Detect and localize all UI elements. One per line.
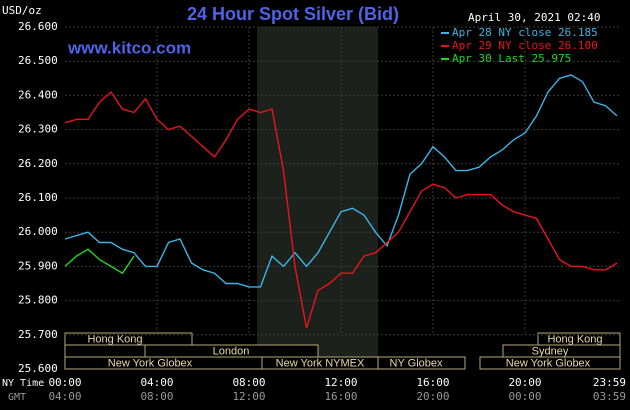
y-tick-label: 25.600 <box>18 362 58 375</box>
y-tick-label: 25.800 <box>18 294 58 307</box>
session-label: Hong Kong <box>87 333 142 345</box>
x-tick-label: 04:00 <box>140 376 173 389</box>
y-tick-label: 25.700 <box>18 328 58 341</box>
gmt-tick-label: 03:59 <box>593 390 626 403</box>
session-label: New York NYMEX <box>276 357 365 369</box>
y-tick-label: 26.000 <box>18 225 58 238</box>
session-label: Hong Kong <box>547 333 602 345</box>
gmt-tick-label: 08:00 <box>140 390 173 403</box>
y-tick-label: 26.600 <box>18 20 58 33</box>
market-sessions: Hong Kong London New York Globex New Yor… <box>64 332 621 370</box>
y-tick-label: 26.300 <box>18 123 58 136</box>
series-line <box>64 74 618 288</box>
session-label: New York Globex <box>108 357 193 369</box>
legend-label: Apr 28 NY close 26.185 <box>452 26 598 39</box>
chart-title: 24 Hour Spot Silver (Bid) <box>187 4 399 24</box>
session-box <box>64 344 146 358</box>
legend-label: Apr 29 NY close 26.100 <box>452 39 598 52</box>
x-tick-label: 20:00 <box>508 376 541 389</box>
x-axis-top-label: NY Time <box>2 378 44 389</box>
x-axis-bottom-label: GMT <box>8 392 26 403</box>
x-tick-label: 16:00 <box>416 376 449 389</box>
session-box <box>479 356 621 370</box>
series-line <box>64 90 618 329</box>
y-tick-label: 26.200 <box>18 157 58 170</box>
x-tick-label: 00:00 <box>48 376 81 389</box>
x-tick-label: 12:00 <box>324 376 357 389</box>
session-label: London <box>213 345 250 357</box>
y-tick-label: 25.900 <box>18 259 58 272</box>
y-tick-label: 26.400 <box>18 88 58 101</box>
session-label: NY Globex <box>390 357 443 369</box>
legend-label: Apr 30 Last 25.975 <box>452 52 571 65</box>
gmt-tick-label: 04:00 <box>48 390 81 403</box>
y-tick-label: 26.100 <box>18 191 58 204</box>
timestamp: April 30, 2021 02:40 <box>468 11 600 24</box>
session-box <box>377 356 466 370</box>
gmt-tick-label: 12:00 <box>232 390 265 403</box>
session-label: New York Globex <box>506 357 591 369</box>
gmt-tick-label: 00:00 <box>508 390 541 403</box>
site-name: www.kitco.com <box>67 38 191 57</box>
gmt-tick-label: 16:00 <box>324 390 357 403</box>
x-tick-label: 08:00 <box>232 376 265 389</box>
unit-label: USD/oz <box>2 4 42 17</box>
y-tick-label: 26.500 <box>18 54 58 67</box>
session-label: Sydney <box>532 345 569 357</box>
gmt-tick-label: 20:00 <box>416 390 449 403</box>
x-tick-label: 23:59 <box>593 376 626 389</box>
series-line <box>64 248 135 275</box>
